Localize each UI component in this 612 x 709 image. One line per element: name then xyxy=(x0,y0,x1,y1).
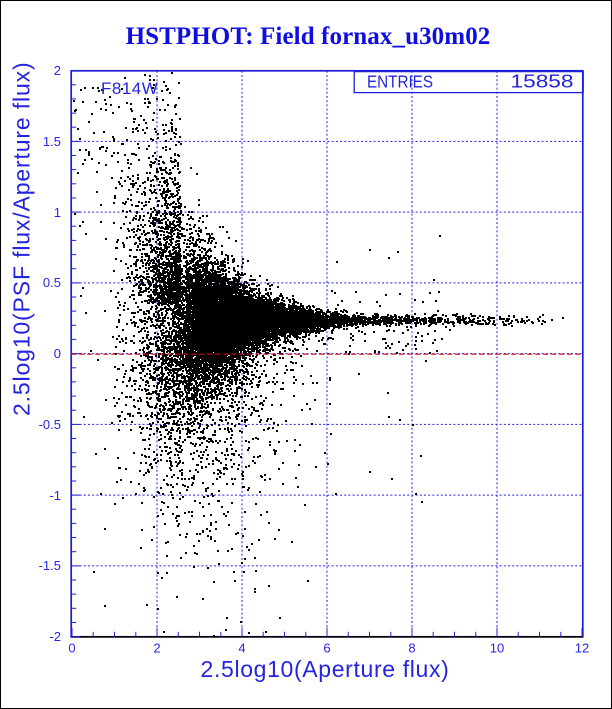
svg-text:10: 10 xyxy=(490,641,504,656)
svg-text:2: 2 xyxy=(153,641,160,656)
svg-text:12: 12 xyxy=(575,641,589,656)
svg-text:2.5log10(Aperture flux): 2.5log10(Aperture flux) xyxy=(201,656,450,682)
svg-text:8: 8 xyxy=(408,641,415,656)
svg-text:0.5: 0.5 xyxy=(43,275,61,290)
svg-text:6: 6 xyxy=(323,641,330,656)
svg-text:-2: -2 xyxy=(49,629,61,644)
svg-text:2: 2 xyxy=(54,63,61,78)
svg-text:0: 0 xyxy=(54,346,61,361)
svg-text:F814W: F814W xyxy=(101,79,158,98)
svg-text:-0.5: -0.5 xyxy=(39,417,61,432)
svg-text:1.5: 1.5 xyxy=(43,134,61,149)
svg-text:4: 4 xyxy=(238,641,245,656)
svg-text:2.5log10(PSF flux/Aperture flu: 2.5log10(PSF flux/Aperture flux) xyxy=(9,62,35,416)
svg-text:15858: 15858 xyxy=(511,72,574,92)
svg-text:0: 0 xyxy=(68,641,75,656)
svg-text:ENTRIES: ENTRIES xyxy=(367,72,433,92)
svg-text:-1.5: -1.5 xyxy=(39,558,61,573)
svg-text:-1: -1 xyxy=(49,488,61,503)
svg-text:1: 1 xyxy=(54,205,61,220)
